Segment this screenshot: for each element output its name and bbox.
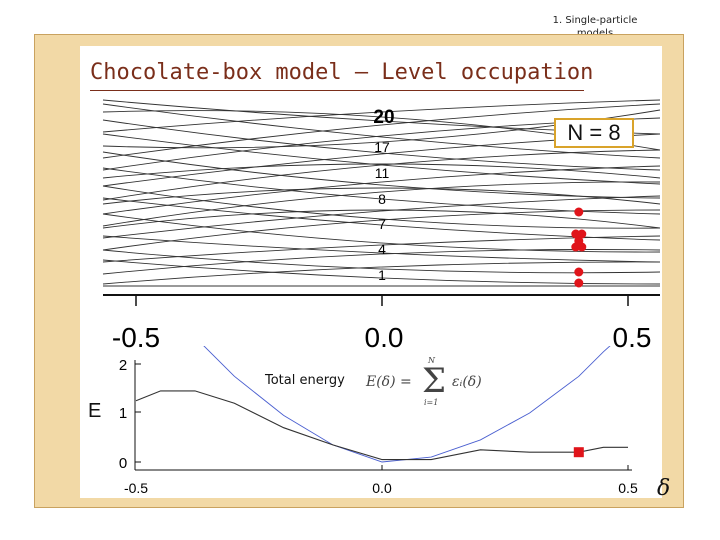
level-curve — [102, 133, 661, 185]
formula-upper-limit: N — [428, 356, 435, 365]
level-label-1: 1 — [378, 267, 386, 283]
occupation-markers — [571, 207, 587, 288]
top-xtick-label: 0.5 — [613, 322, 652, 353]
level-curve — [102, 209, 661, 229]
energy-axis-label: E — [88, 400, 102, 422]
total-energy-label: Total energy — [265, 373, 345, 388]
bottom-xtick-label: 0.0 — [372, 480, 392, 496]
total-energy-formula: E(δ) = N Σ i=1 εᵢ(δ) — [366, 356, 486, 412]
deformation-axis-label: δ — [657, 476, 671, 501]
level-curve — [102, 119, 661, 171]
formula-rhs: εᵢ(δ) — [452, 374, 482, 390]
level-label-4: 4 — [378, 241, 386, 257]
bottom-ytick-label: 1 — [119, 405, 127, 422]
occupation-marker — [577, 229, 587, 239]
header-line-2: models — [520, 27, 670, 40]
level-label-11: 11 — [375, 165, 390, 181]
level-diagram-plot: -0.5 0.0 0.5 20 17 11 8 7 4 1 — [102, 99, 661, 353]
particle-count-box: N = 8 — [554, 118, 634, 148]
slide-header: 1. Single-particle models — [520, 14, 670, 40]
formula-lhs: E(δ) = — [366, 374, 412, 390]
total-energy-plot: 2 1 0 -0.5 0.0 0.5 — [119, 346, 638, 496]
level-curve — [102, 235, 661, 263]
level-curves — [102, 99, 661, 287]
level-curve — [102, 99, 661, 133]
level-curve — [102, 185, 661, 229]
level-curve — [102, 165, 661, 215]
top-xtick-label: 0.0 — [365, 322, 404, 353]
level-curve — [102, 195, 661, 239]
level-label-20: 20 — [373, 107, 394, 128]
level-curve — [102, 261, 661, 285]
level-labels: 20 17 11 8 7 4 1 — [373, 107, 394, 283]
top-xtick-label: -0.5 — [112, 322, 160, 353]
level-curve — [102, 181, 661, 227]
energy-series — [135, 346, 628, 463]
level-curve — [102, 103, 661, 159]
level-label-8: 8 — [378, 191, 386, 207]
level-curve — [102, 187, 661, 205]
bottom-xtick-label: 0.5 — [618, 480, 638, 496]
bottom-ytick-label: 0 — [119, 455, 127, 472]
occupation-marker — [574, 236, 584, 246]
occupation-marker — [574, 207, 584, 217]
level-label-17: 17 — [374, 139, 390, 155]
occupation-marker — [574, 267, 584, 277]
bottom-ytick-label: 2 — [119, 357, 127, 374]
level-curve — [102, 213, 661, 253]
level-curve — [102, 163, 661, 179]
total-energy-marker — [573, 447, 584, 458]
bottom-xtick-label: -0.5 — [124, 480, 148, 496]
occupation-marker — [574, 278, 584, 288]
slide-title: Chocolate-box model – Level occupation — [90, 60, 593, 91]
formula-lower-limit: i=1 — [424, 398, 439, 407]
formula-sum-sign: Σ — [422, 361, 447, 401]
header-line-1: 1. Single-particle — [552, 15, 638, 26]
level-label-7: 7 — [378, 216, 386, 232]
